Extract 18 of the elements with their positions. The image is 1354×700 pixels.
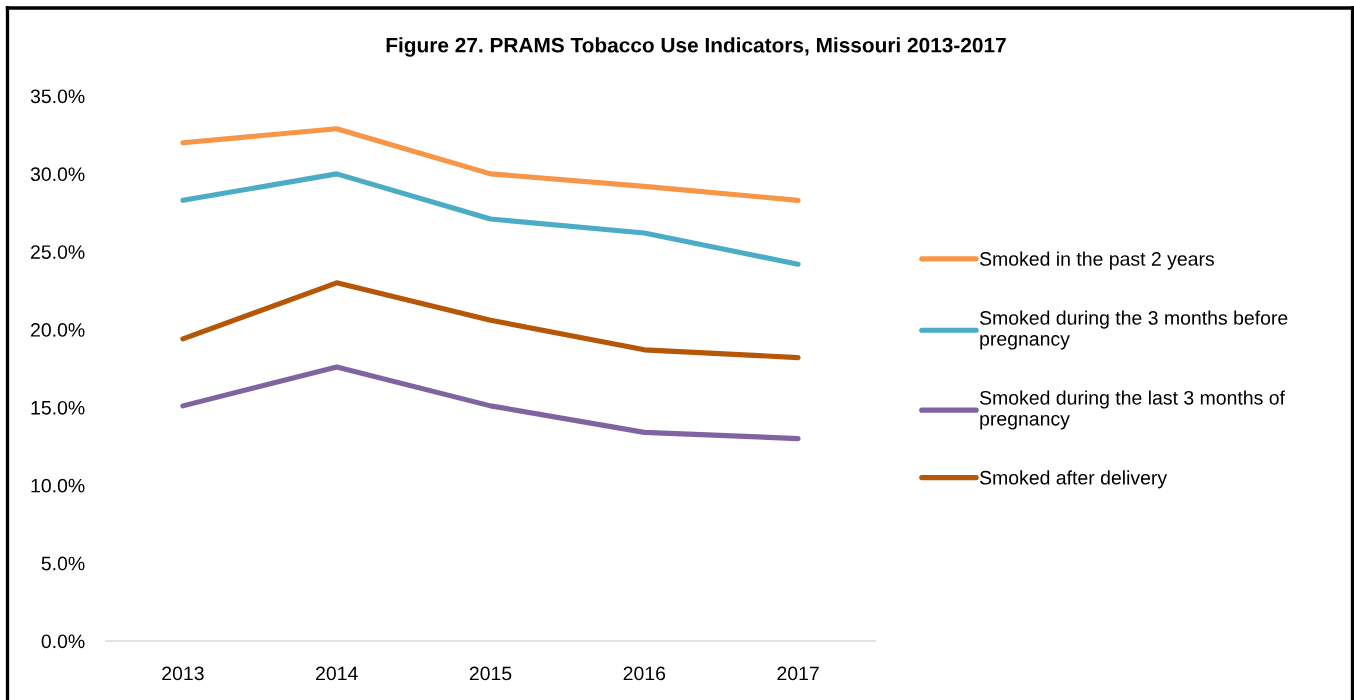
y-tick-label: 20.0% [31, 323, 85, 337]
y-tick-label: 5.0% [41, 556, 85, 571]
x-tick-label: 2014 [316, 666, 358, 681]
legend-label: Smoked during the 3 months before pregnancy [979, 310, 1288, 350]
legend-label: Smoked during the last 3 months of pregnancy [979, 390, 1285, 430]
y-tick-label: 10.0% [31, 478, 85, 493]
legend-label: Smoked in the past 2 years [979, 251, 1214, 270]
x-tick-label: 2015 [469, 666, 512, 681]
legend-label: Smoked after delivery [979, 470, 1168, 489]
y-tick-label: 15.0% [31, 400, 85, 415]
chart-title: Figure 27. PRAMS Tobacco Use Indicators, Missouri 2013-2017 [386, 37, 1006, 57]
y-tick-label: 35.0% [30, 89, 85, 104]
y-tick-label: 0.0% [41, 634, 85, 649]
y-tick-label: 30.0% [30, 167, 85, 182]
y-tick-label: 25.0% [31, 245, 85, 259]
x-tick-label: 2016 [623, 666, 666, 681]
x-tick-label: 2017 [777, 666, 819, 681]
x-tick-label: 2013 [162, 666, 204, 681]
